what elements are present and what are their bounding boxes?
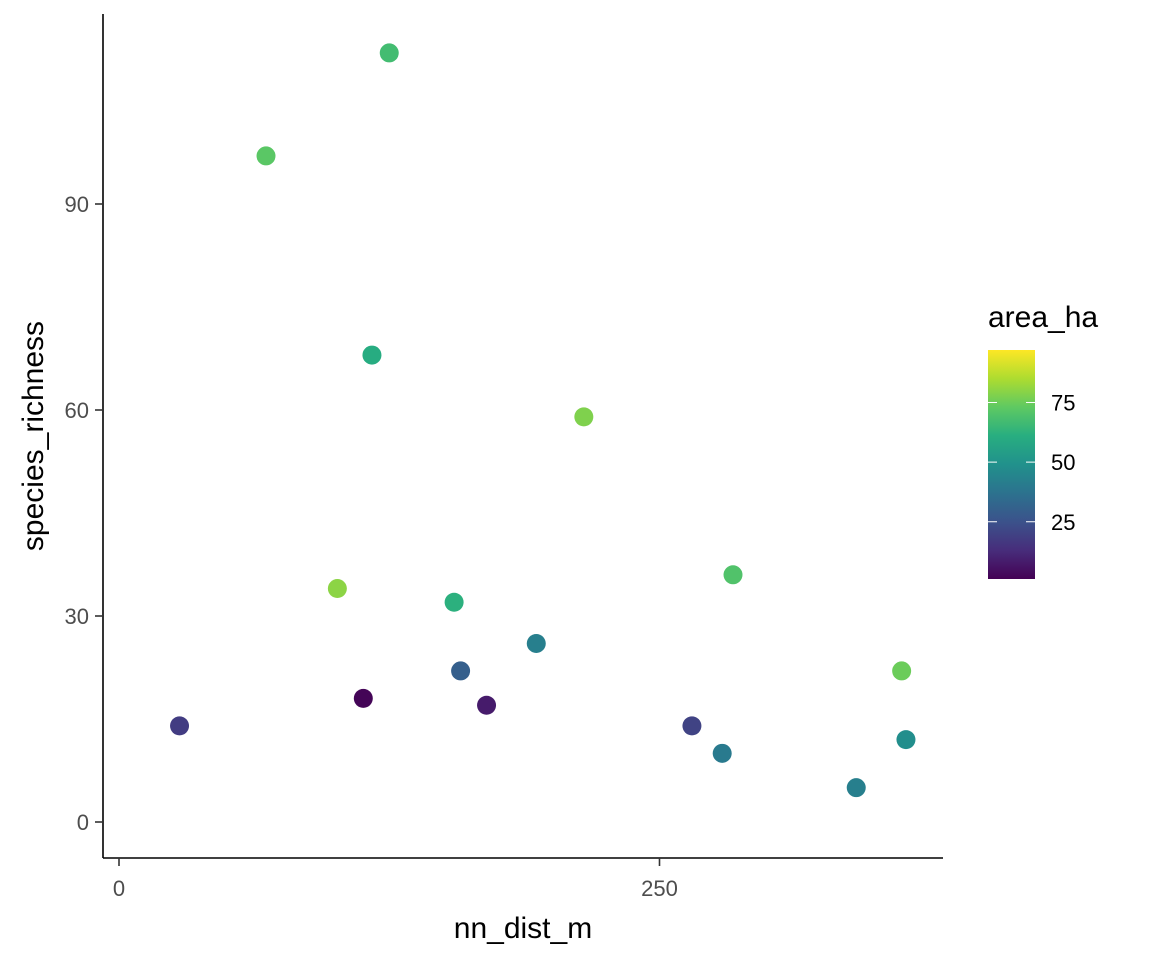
legend-tick-label: 25 <box>1051 510 1075 535</box>
y-tick-label: 90 <box>65 192 89 217</box>
color-legend: area_ha 25 50 75 <box>988 301 1098 579</box>
y-axis-title: species_richness <box>17 321 50 551</box>
data-point <box>723 565 743 585</box>
legend-tick-label: 75 <box>1051 390 1075 415</box>
data-point <box>526 633 546 653</box>
data-point <box>170 716 190 736</box>
points-layer <box>170 43 916 798</box>
y-axis-ticks: 0 30 60 90 <box>65 192 103 835</box>
x-tick-label: 0 <box>113 876 125 901</box>
x-axis-ticks: 0250500750 <box>113 858 678 901</box>
x-tick-label: 250 <box>641 876 678 901</box>
data-point <box>477 695 497 715</box>
legend-ticks: 25 50 75 <box>988 390 1075 535</box>
data-point <box>896 730 916 750</box>
data-point <box>712 743 732 763</box>
legend-title: area_ha <box>988 301 1098 334</box>
y-tick-label: 30 <box>65 604 89 629</box>
data-point <box>682 716 702 736</box>
data-point <box>362 345 382 365</box>
data-point <box>574 407 594 427</box>
data-point <box>451 661 471 681</box>
data-point <box>444 592 464 612</box>
data-point <box>379 43 399 63</box>
x-axis-title: nn_dist_m <box>454 912 592 945</box>
legend-colorbar <box>988 350 1035 579</box>
data-point <box>256 146 276 166</box>
data-point <box>892 661 912 681</box>
data-point <box>353 688 373 708</box>
y-tick-label: 60 <box>65 398 89 423</box>
y-tick-label: 0 <box>77 810 89 835</box>
data-point <box>846 778 866 798</box>
legend-tick-label: 50 <box>1051 450 1075 475</box>
data-point <box>327 579 347 599</box>
